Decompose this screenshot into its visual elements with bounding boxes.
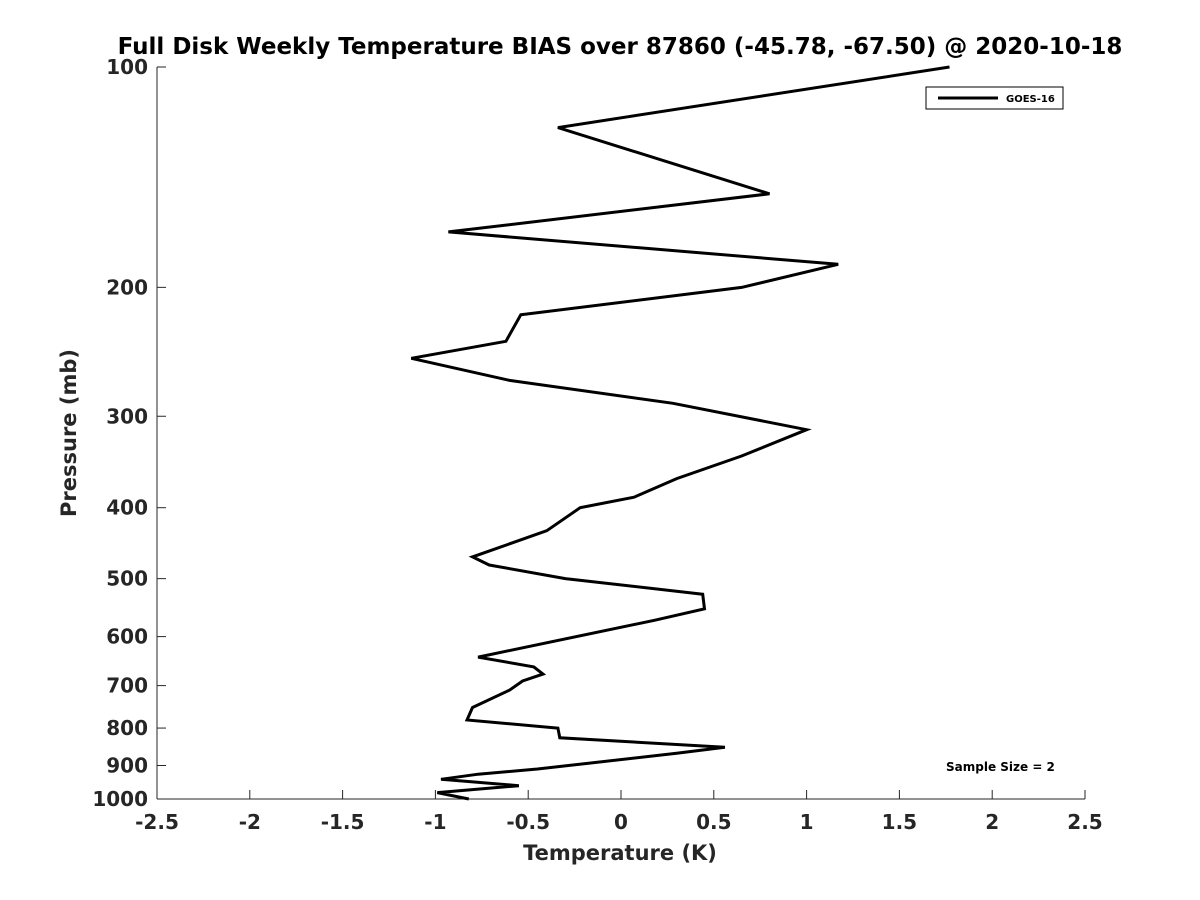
x-tick-label: 0 (614, 810, 628, 834)
y-tick-label: 900 (106, 754, 148, 778)
y-axis-ticks: 100 200 300 400 500 600 700 800 900 1000 (92, 55, 166, 811)
y-tick-label: 400 (106, 496, 148, 520)
sample-size-annotation: Sample Size = 2 (946, 760, 1055, 774)
y-tick-label: 300 (106, 404, 148, 428)
x-tick-label: 0.5 (696, 810, 731, 834)
x-axis-ticks: -2.5 -2 -1.5 -1 -0.5 0 0.5 1 1.5 2 2.5 (135, 790, 1103, 834)
x-tick-label: -0.5 (506, 810, 550, 834)
y-tick-label: 1000 (92, 787, 148, 811)
x-axis-label: Temperature (K) (523, 841, 717, 865)
x-tick-label: -2 (239, 810, 261, 834)
y-tick-label: 700 (106, 674, 148, 698)
legend: GOES-16 (925, 86, 1064, 110)
axes-frame (156, 67, 1085, 800)
y-tick-label: 600 (106, 625, 148, 649)
series-line-goes-16 (410, 65, 950, 801)
series-layer (410, 65, 950, 801)
y-tick-label: 100 (106, 55, 148, 79)
y-tick-label: 500 (106, 567, 148, 591)
x-tick-label: 2.5 (1067, 810, 1102, 834)
legend-label-goes16: GOES-16 (1006, 94, 1055, 105)
x-tick-label: -2.5 (135, 810, 179, 834)
x-tick-label: 1.5 (882, 810, 917, 834)
y-tick-label: 800 (106, 716, 148, 740)
x-tick-label: -1 (424, 810, 446, 834)
y-axis-label: Pressure (mb) (57, 349, 81, 517)
x-tick-label: -1.5 (321, 810, 365, 834)
x-tick-label: 1 (800, 810, 814, 834)
x-tick-label: 2 (985, 810, 999, 834)
chart-title: Full Disk Weekly Temperature BIAS over 8… (118, 34, 1123, 60)
y-tick-label: 200 (106, 275, 148, 299)
